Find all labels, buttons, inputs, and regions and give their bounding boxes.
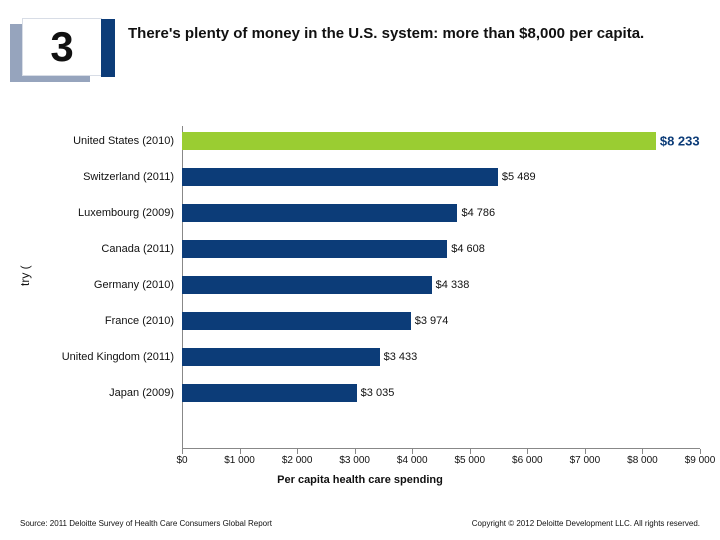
x-tick-label: $7 000 — [570, 455, 601, 466]
bar — [182, 240, 447, 258]
x-tick — [642, 449, 643, 454]
bar-value-label: $4 338 — [436, 279, 470, 291]
bar-label: Switzerland (2011) — [40, 171, 182, 183]
bar-row: Luxembourg (2009) $4 786 — [40, 202, 700, 224]
x-tick-label: $8 000 — [627, 455, 658, 466]
bar-value-label: $4 786 — [461, 207, 495, 219]
bar-value-label: $3 433 — [384, 351, 418, 363]
x-tick — [470, 449, 471, 454]
bar — [182, 204, 457, 222]
x-tick — [412, 449, 413, 454]
y-axis-label: try ( — [18, 265, 32, 286]
bar-label: Germany (2010) — [40, 279, 182, 291]
bar-track: $3 433 — [182, 346, 700, 368]
slide-title: There's plenty of money in the U.S. syst… — [128, 24, 700, 44]
bar-track: $4 786 — [182, 202, 700, 224]
badge-notch — [101, 19, 115, 77]
source-text: Source: 2011 Deloitte Survey of Health C… — [20, 519, 272, 528]
bar — [182, 384, 357, 402]
bar-value-label: $8 233 — [660, 134, 700, 149]
bar-label: France (2010) — [40, 315, 182, 327]
bar-row: Japan (2009) $3 035 — [40, 382, 700, 404]
x-tick-label: $0 — [176, 455, 187, 466]
slide-footer: Source: 2011 Deloitte Survey of Health C… — [20, 519, 700, 528]
bar-label: Luxembourg (2009) — [40, 207, 182, 219]
bars-container: United States (2010) $8 233 Switzerland (2… — [40, 126, 700, 446]
bar-row: Switzerland (2011) $5 489 — [40, 166, 700, 188]
bar-value-label: $5 489 — [502, 171, 536, 183]
slide-header: 3 There's plenty of money in the U.S. sy… — [0, 18, 720, 88]
bar-track: $8 233 — [182, 130, 700, 152]
x-tick — [527, 449, 528, 454]
bar — [182, 348, 380, 366]
bar-track: $5 489 — [182, 166, 700, 188]
bar — [182, 312, 411, 330]
x-tick — [355, 449, 356, 454]
bar-value-label: $3 035 — [361, 387, 395, 399]
x-tick-label: $2 000 — [282, 455, 313, 466]
x-tick — [182, 449, 183, 454]
bar — [182, 132, 656, 150]
x-tick-label: $3 000 — [339, 455, 370, 466]
bar-track: $3 974 — [182, 310, 700, 332]
x-tick — [240, 449, 241, 454]
x-tick — [585, 449, 586, 454]
bar — [182, 168, 498, 186]
x-tick-label: $1 000 — [224, 455, 255, 466]
bar-value-label: $3 974 — [415, 315, 449, 327]
bar-row: Germany (2010) $4 338 — [40, 274, 700, 296]
bar-row: United States (2010) $8 233 — [40, 130, 700, 152]
x-tick-label: $6 000 — [512, 455, 543, 466]
bar-track: $4 608 — [182, 238, 700, 260]
bar-label: Japan (2009) — [40, 387, 182, 399]
x-tick-label: $5 000 — [454, 455, 485, 466]
bar-label: United States (2010) — [40, 135, 182, 147]
badge-front: 3 — [22, 18, 102, 76]
copyright-text: Copyright © 2012 Deloitte Development LL… — [472, 519, 700, 528]
bar-track: $3 035 — [182, 382, 700, 404]
x-tick — [700, 449, 701, 454]
bar-row: Canada (2011) $4 608 — [40, 238, 700, 260]
bar-label: Canada (2011) — [40, 243, 182, 255]
x-tick — [297, 449, 298, 454]
bar-value-label: $4 608 — [451, 243, 485, 255]
x-axis: $0$1 000$2 000$3 000$4 000$5 000$6 000$7… — [182, 448, 700, 468]
bar-track: $4 338 — [182, 274, 700, 296]
badge-number: 3 — [50, 23, 73, 71]
x-tick-label: $4 000 — [397, 455, 428, 466]
x-tick-label: $9 000 — [685, 455, 716, 466]
number-badge: 3 — [22, 18, 102, 82]
bar-row: France (2010) $3 974 — [40, 310, 700, 332]
bar-label: United Kingdom (2011) — [40, 351, 182, 363]
bar-chart: try ( United States (2010) $8 233 Switzerl… — [0, 126, 720, 486]
bar-row: United Kingdom (2011) $3 433 — [40, 346, 700, 368]
x-axis-label: Per capita health care spending — [0, 474, 720, 486]
bar — [182, 276, 432, 294]
